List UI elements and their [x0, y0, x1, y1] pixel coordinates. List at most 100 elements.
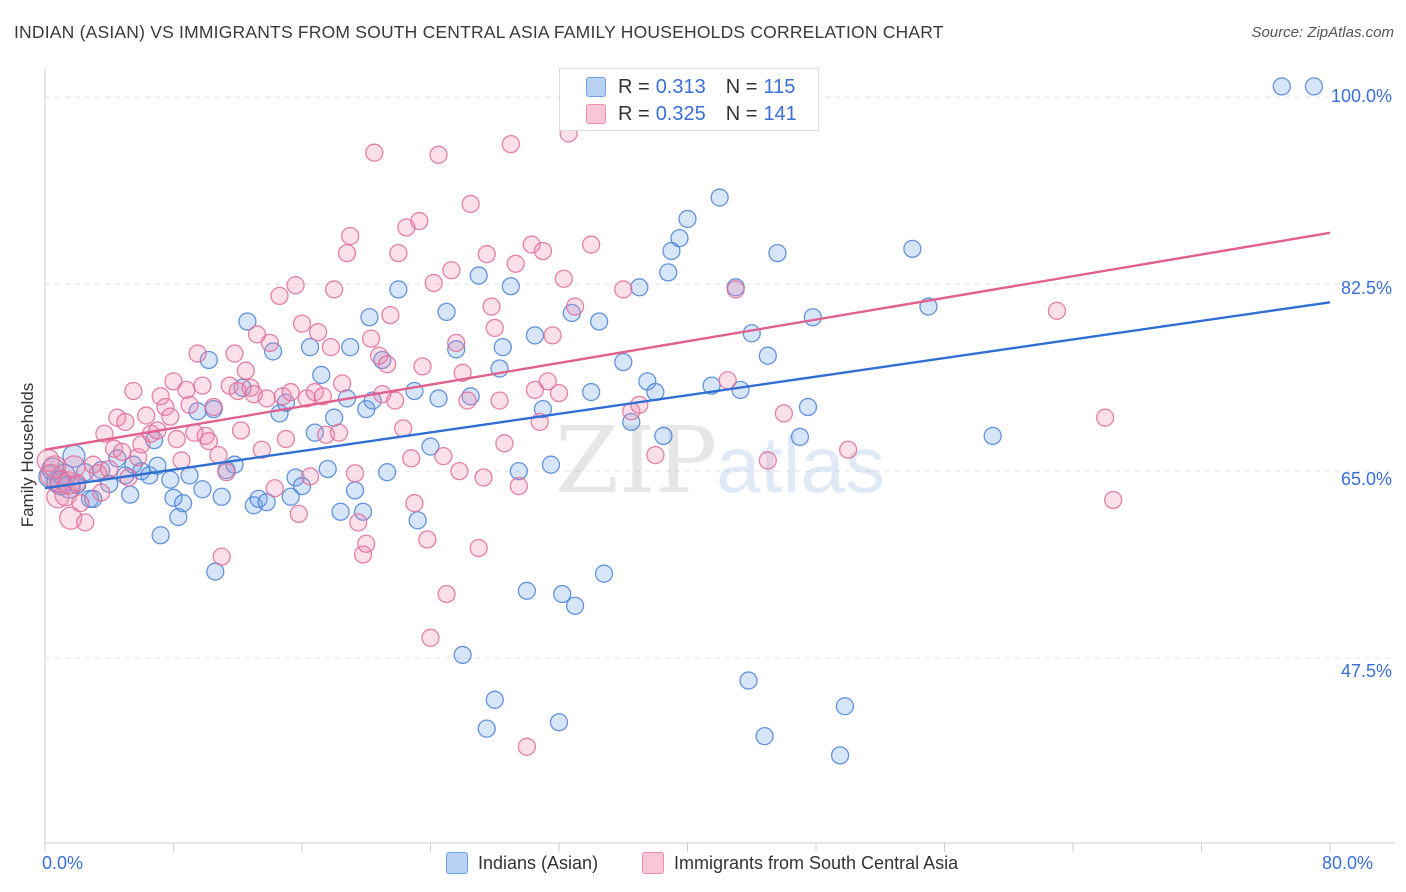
legend-row-indians: R = 0.313 N = 115 [586, 75, 795, 99]
indians-point [151, 526, 170, 545]
indians-point [353, 502, 373, 521]
immigrants-point [151, 387, 170, 406]
correlation-legend: R = 0.313 N = 115 R = 0.325 N = 141 [559, 68, 819, 131]
immigrants-point [538, 372, 557, 391]
legend-row-immigrants: R = 0.325 N = 141 [586, 102, 797, 126]
immigrants-point [461, 194, 480, 214]
indians-point [678, 209, 697, 229]
indians-point [594, 564, 614, 583]
immigrants-point [718, 371, 737, 390]
immigrants-point [324, 280, 344, 299]
grid-lines [45, 96, 1395, 659]
immigrants-point [1104, 490, 1123, 510]
indians-point [180, 466, 199, 485]
indians-point [212, 487, 231, 506]
y-tick-label: 65.0% [1340, 469, 1392, 489]
immigrants-point [458, 391, 477, 410]
r-label: R = [618, 102, 650, 125]
immigrants-point [424, 273, 443, 293]
indians-point [525, 326, 545, 345]
immigrants-point [193, 376, 212, 395]
indians-point [453, 645, 472, 665]
indians-point [758, 346, 777, 365]
indians-point [553, 584, 572, 604]
immigrants-point [421, 628, 440, 647]
indians-point [305, 423, 325, 442]
immigrants-point [485, 318, 504, 338]
indians-point [429, 389, 448, 408]
immigrants-point [204, 397, 223, 417]
indians-point [360, 308, 379, 327]
indians-point [485, 690, 504, 709]
immigrants-point [543, 326, 562, 345]
immigrants-point [365, 143, 384, 162]
immigrants-point [42, 455, 67, 479]
indians-point [377, 463, 397, 482]
immigrants-point [450, 461, 469, 481]
immigrants-point [410, 211, 429, 231]
immigrants-point [581, 235, 601, 254]
immigrants-point [212, 547, 231, 566]
watermark: ZIP atlas [555, 407, 885, 514]
immigrants-point [100, 459, 119, 479]
indians-point [199, 350, 218, 370]
immigrants-point [321, 338, 341, 357]
immigrants-point [506, 254, 525, 273]
indians-point [469, 266, 488, 285]
indians-point [408, 511, 427, 530]
immigrants-point [217, 463, 236, 482]
immigrants-point [188, 344, 207, 363]
indians-trend-line [44, 301, 1331, 490]
indians-point [1272, 77, 1291, 96]
immigrants-point [209, 445, 228, 465]
immigrants-point [265, 479, 284, 498]
chart-title: INDIAN (ASIAN) VS IMMIGRANTS FROM SOUTH … [14, 22, 944, 42]
immigrants-point [522, 235, 541, 254]
indians-point [614, 352, 633, 372]
legend-label-indians: Indians (Asian) [478, 852, 599, 873]
immigrants-point [434, 447, 453, 466]
indians-point [238, 312, 257, 331]
indians-point [300, 338, 320, 357]
indians-point [501, 277, 520, 296]
n-value: 115 [763, 75, 796, 98]
immigrants-point [247, 325, 267, 344]
indians-point [702, 376, 721, 395]
legend-label-immigrants: Immigrants from South Central Asia [674, 852, 959, 873]
indians-point [742, 324, 761, 343]
axes [44, 68, 1395, 852]
series-immigrants-points [36, 124, 1123, 756]
immigrants-point [501, 134, 520, 154]
indians-point [493, 338, 512, 357]
immigrants-point [236, 361, 255, 380]
immigrants-point [161, 407, 180, 426]
immigrants-point [482, 297, 501, 316]
immigrants-point [353, 545, 373, 564]
immigrants-point [377, 355, 397, 374]
immigrants-point [413, 357, 432, 376]
immigrants-point [447, 333, 466, 353]
indians-point [389, 280, 408, 299]
indians-point [193, 480, 212, 499]
indians-point [670, 229, 689, 248]
immigrants-point [386, 391, 405, 410]
immigrants-point [329, 423, 349, 442]
immigrants-point [1095, 408, 1115, 427]
indians-point [312, 365, 331, 385]
indians-point [622, 412, 641, 432]
immigrants-point [389, 243, 408, 263]
immigrants-point [71, 494, 90, 513]
legend-swatch-immigrants [586, 104, 606, 124]
y-tick-label: 82.5% [1340, 278, 1392, 298]
immigrants-point [333, 374, 352, 393]
immigrants-point [286, 276, 305, 295]
indians-point [541, 455, 561, 474]
immigrants-point [124, 381, 143, 401]
trend-lines [44, 231, 1331, 490]
indians-point [257, 492, 276, 512]
indians-point [169, 507, 188, 527]
immigrants-trend-line [44, 231, 1331, 451]
indians-point [755, 726, 774, 746]
indians-point [659, 263, 678, 282]
indians-point [517, 581, 537, 600]
